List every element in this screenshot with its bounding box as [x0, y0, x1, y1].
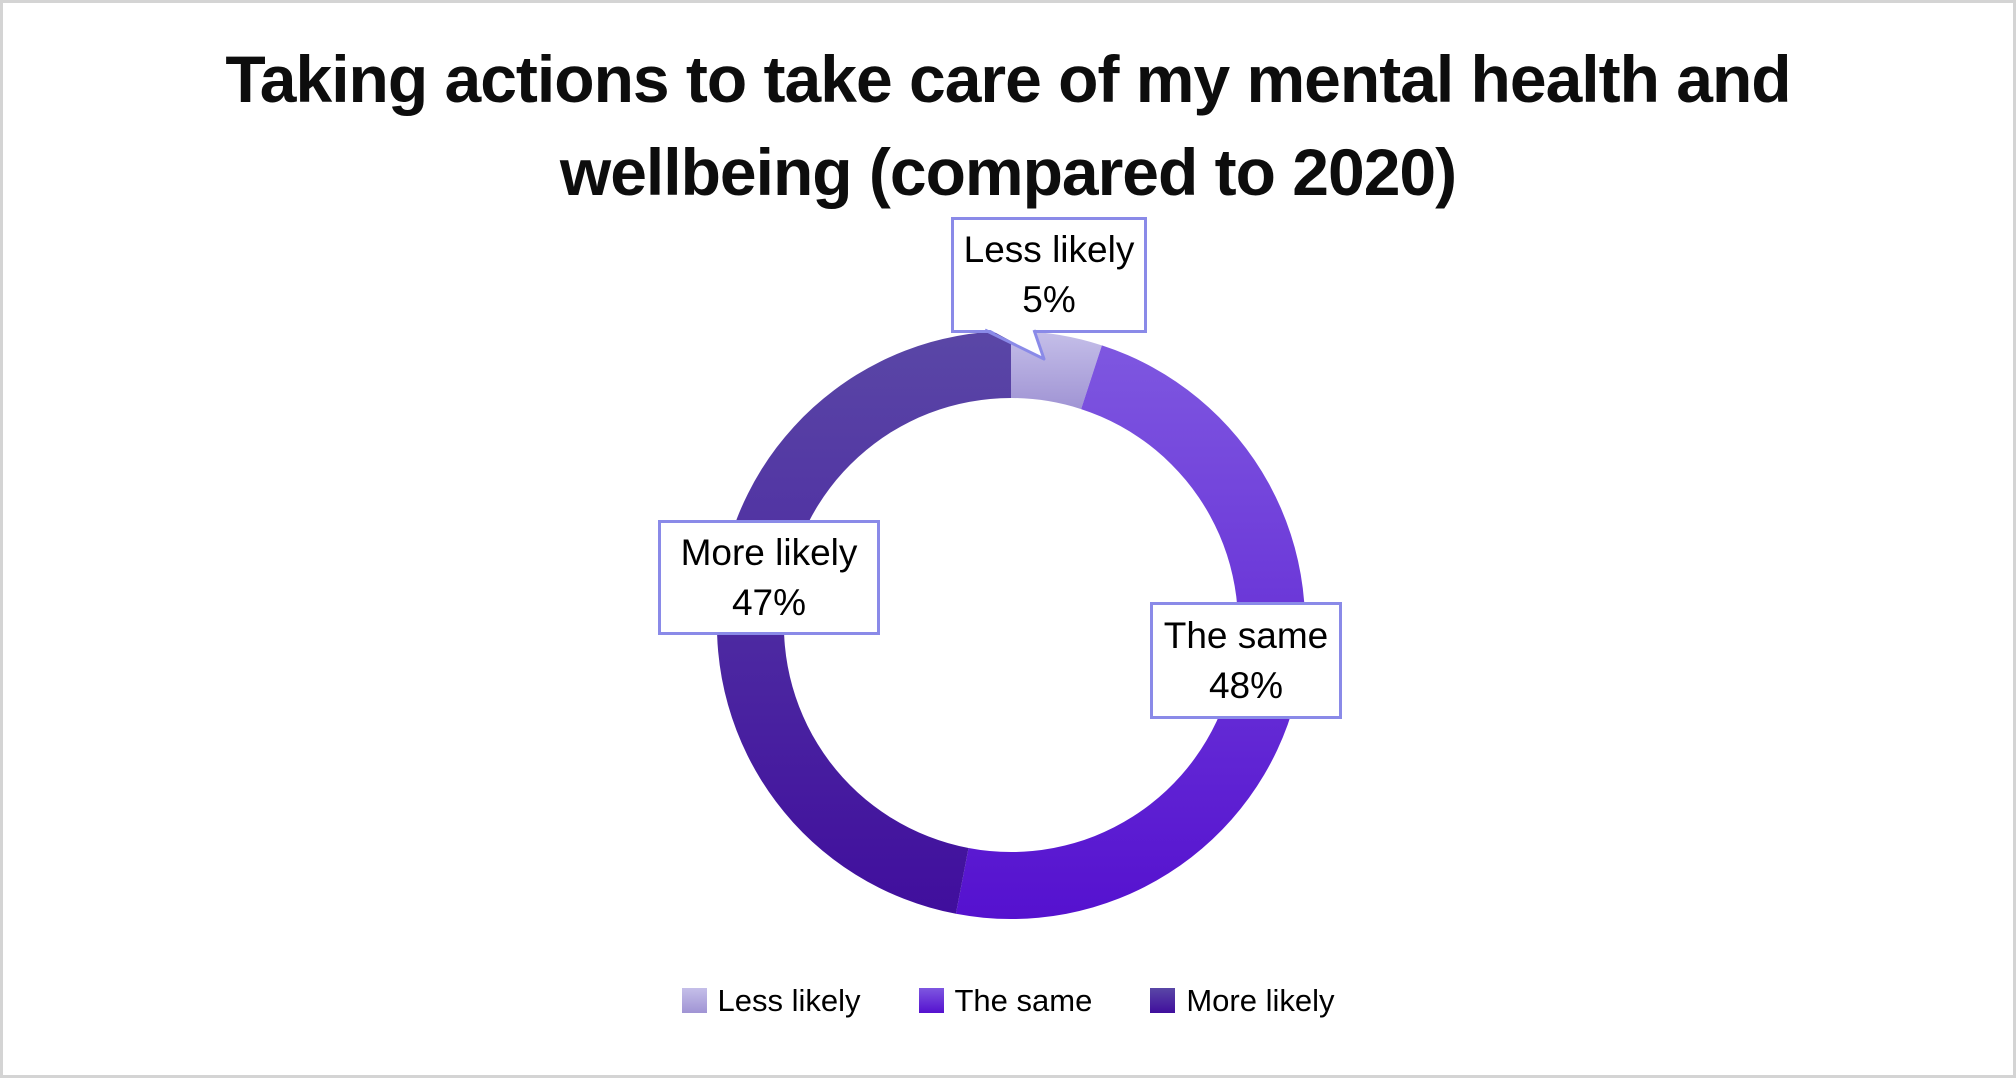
data-label-more-likely: More likely 47% [658, 520, 880, 635]
data-label-the-same: The same 48% [1150, 602, 1342, 719]
legend-swatch-more-likely [1150, 988, 1176, 1013]
chart-title: Taking actions to take care of my mental… [225, 42, 1791, 210]
legend-label: Less likely [717, 983, 861, 1018]
data-label-category: Less likely [963, 229, 1135, 270]
legend-swatch-less-likely [681, 988, 707, 1013]
donut-slice-more-likely [716, 330, 1011, 914]
data-label-less-likely: Less likely 5% [951, 217, 1147, 333]
data-label-value: 47% [731, 581, 807, 623]
legend-item-less-likely: Less likely [681, 983, 861, 1018]
data-label-category: More likely [680, 531, 858, 573]
legend-item-the-same: The same [918, 983, 1093, 1018]
legend-label: The same [954, 983, 1093, 1018]
data-label-category: The same [1163, 614, 1329, 656]
data-label-value: 48% [1208, 664, 1284, 706]
donut-chart [716, 330, 1306, 920]
chart-legend: Less likely The same More likely [3, 985, 2013, 1016]
data-label-value: 5% [1022, 279, 1076, 320]
legend-label: More likely [1186, 983, 1335, 1018]
legend-item-more-likely: More likely [1150, 983, 1335, 1018]
legend-swatch-the-same [918, 988, 944, 1013]
donut-slice-the-same [955, 345, 1306, 920]
